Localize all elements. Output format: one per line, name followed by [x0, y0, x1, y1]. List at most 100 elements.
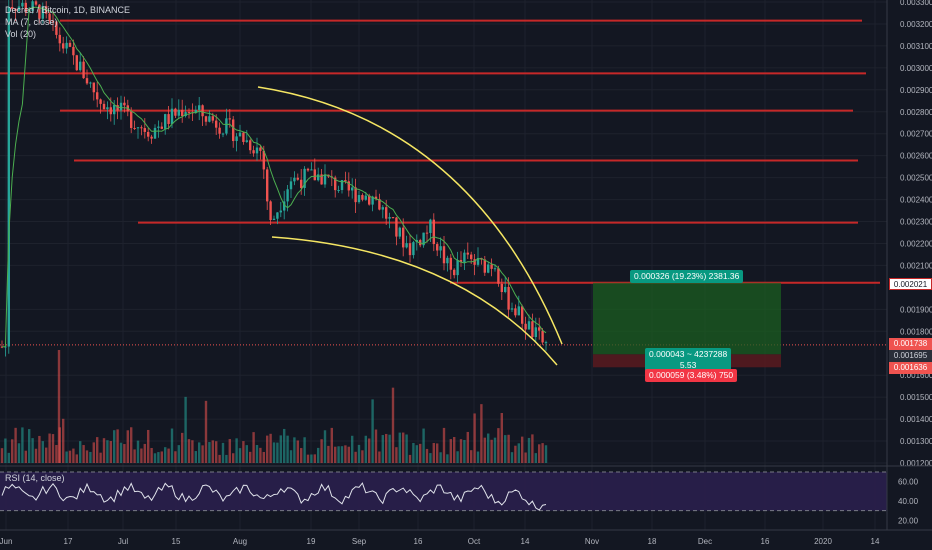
candle-body [449, 257, 452, 270]
candle-body [534, 327, 537, 338]
candle-body [262, 150, 265, 170]
volume-bar [38, 435, 41, 463]
volume-bar [14, 427, 17, 463]
volume-bar [483, 437, 486, 463]
volume-bar [31, 438, 34, 463]
candle-body [510, 308, 514, 310]
candle-body [279, 210, 282, 213]
volume-bar [68, 450, 72, 463]
candle-body [381, 207, 384, 210]
entry-price-tag: 0.001695 [889, 350, 932, 362]
entry-label-ratio: 5.53 [679, 360, 697, 370]
volume-bar [272, 442, 276, 463]
volume-bar [459, 439, 463, 463]
candle-body [215, 120, 218, 128]
ma-legend[interactable]: MA (7, close) [5, 17, 58, 27]
stop-label: 0.000059 (3.48%) 750 [645, 369, 738, 382]
rsi-pane [0, 471, 887, 512]
candle-body [181, 109, 184, 117]
candle-body [395, 217, 398, 237]
candle-body [337, 189, 340, 191]
candle-body [303, 168, 306, 188]
volume-bar [378, 451, 381, 463]
volume-bar [395, 447, 398, 463]
volume-bar [191, 440, 194, 463]
candle-body [167, 114, 170, 124]
time-tick-label: Sep [352, 537, 367, 546]
volume-bar [436, 443, 439, 463]
price-tick-label: 0.001800 [900, 327, 932, 336]
candle-body [429, 219, 432, 233]
price-tick-label: 0.001300 [900, 437, 932, 446]
entry-label-qty: 0.000043 ~ 4237288 [649, 349, 728, 359]
volume-bar [198, 442, 201, 463]
candle-body [347, 181, 350, 191]
volume-bar [235, 438, 238, 463]
candle-body [249, 140, 252, 151]
resistance-lines [0, 19, 887, 346]
volume-bar [160, 451, 163, 463]
candle-body [371, 196, 374, 205]
volume-legend[interactable]: Vol (20) [5, 29, 37, 39]
price-tick-label: 0.002500 [900, 174, 932, 183]
rsi-legend[interactable]: RSI (14, close) [5, 473, 65, 483]
candle-body [55, 21, 58, 35]
rsi-line [1, 482, 547, 511]
candle-body [405, 243, 408, 248]
candle-body [272, 218, 276, 221]
volume-bar [0, 448, 4, 463]
candle-body [296, 177, 299, 180]
candle-body [34, 1, 38, 5]
volume-bar [419, 443, 422, 463]
candle-body [266, 169, 269, 202]
candle-body [412, 242, 415, 256]
volume-bar [286, 435, 289, 463]
candle-body [208, 116, 211, 122]
volume-bar [252, 432, 255, 463]
candle-body [483, 259, 486, 273]
symbol-legend[interactable]: Decred / Bitcoin, 1D, BINANCE [5, 5, 131, 15]
price-tick-label: 0.002400 [900, 196, 932, 205]
long-position-tool[interactable] [593, 282, 781, 368]
candle-body [198, 105, 201, 110]
price-tick-label: 0.002100 [900, 261, 932, 270]
volume-bar [313, 454, 316, 463]
volume-bar [456, 451, 459, 463]
volume-bar [238, 448, 242, 463]
volume-bar [289, 450, 293, 463]
candle-body [517, 306, 520, 316]
volume-bar [357, 444, 361, 463]
candle-body [442, 246, 446, 264]
candle-body [140, 127, 143, 129]
volume-bar [538, 444, 541, 463]
volume-bar [96, 437, 99, 463]
volume-bar [527, 437, 531, 463]
price-tick-label: 0.002300 [900, 218, 932, 227]
time-tick-label: 15 [172, 537, 181, 546]
channel-upper-curve [257, 86, 563, 345]
price-tick-label: 0.002900 [900, 86, 932, 95]
candle-body [368, 195, 371, 205]
time-tick-label: 14 [521, 537, 530, 546]
time-tick-label: 2020 [814, 537, 832, 546]
candle-body [334, 177, 337, 191]
volume-bar [412, 442, 415, 463]
volume-bar [4, 438, 7, 463]
volume-bar [402, 432, 405, 463]
candle-body [150, 136, 153, 139]
volume-bar [303, 437, 306, 463]
volume-bar [55, 444, 58, 463]
candle-body [92, 82, 95, 93]
time-tick-label: 19 [307, 537, 316, 546]
volume-bar [48, 433, 51, 463]
volume-bar [215, 441, 218, 463]
candle-body [238, 132, 242, 137]
price-tick-label: 0.003000 [900, 64, 932, 73]
volume-bar [228, 439, 231, 463]
candle-body [11, 6, 14, 9]
volume-bar [218, 454, 221, 463]
candle-body [459, 259, 463, 263]
volume-bar [497, 428, 500, 463]
volume-bar [17, 443, 21, 463]
